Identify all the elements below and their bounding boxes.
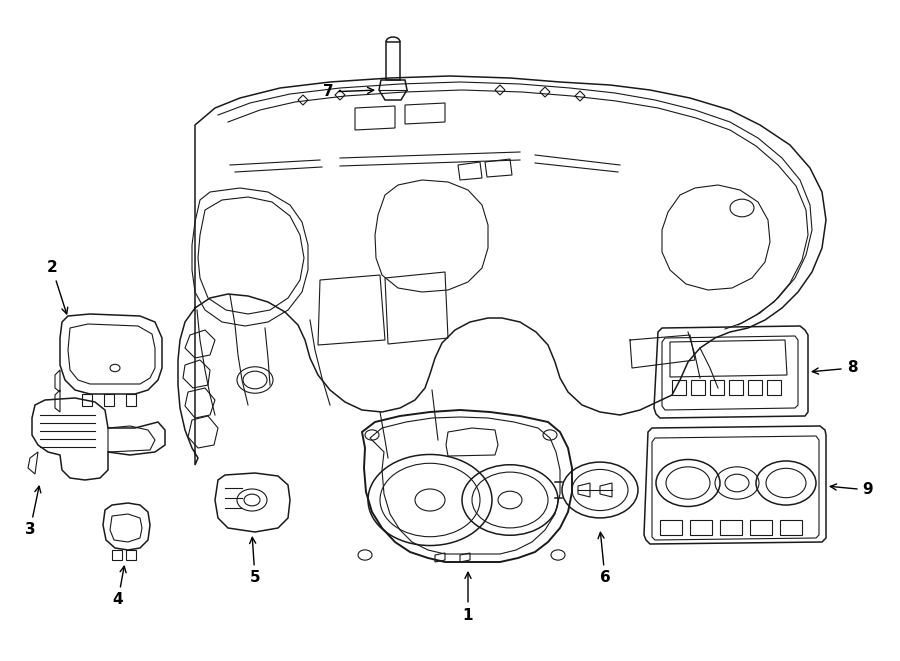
- Text: 8: 8: [813, 360, 858, 375]
- Text: 2: 2: [47, 260, 68, 314]
- Text: 4: 4: [112, 566, 126, 607]
- Text: 6: 6: [598, 532, 610, 586]
- Text: 5: 5: [249, 537, 260, 586]
- Text: 9: 9: [831, 483, 873, 498]
- Text: 3: 3: [24, 486, 40, 537]
- Text: 1: 1: [463, 572, 473, 623]
- Bar: [386, 42, 400, 80]
- Text: 7: 7: [323, 85, 373, 100]
